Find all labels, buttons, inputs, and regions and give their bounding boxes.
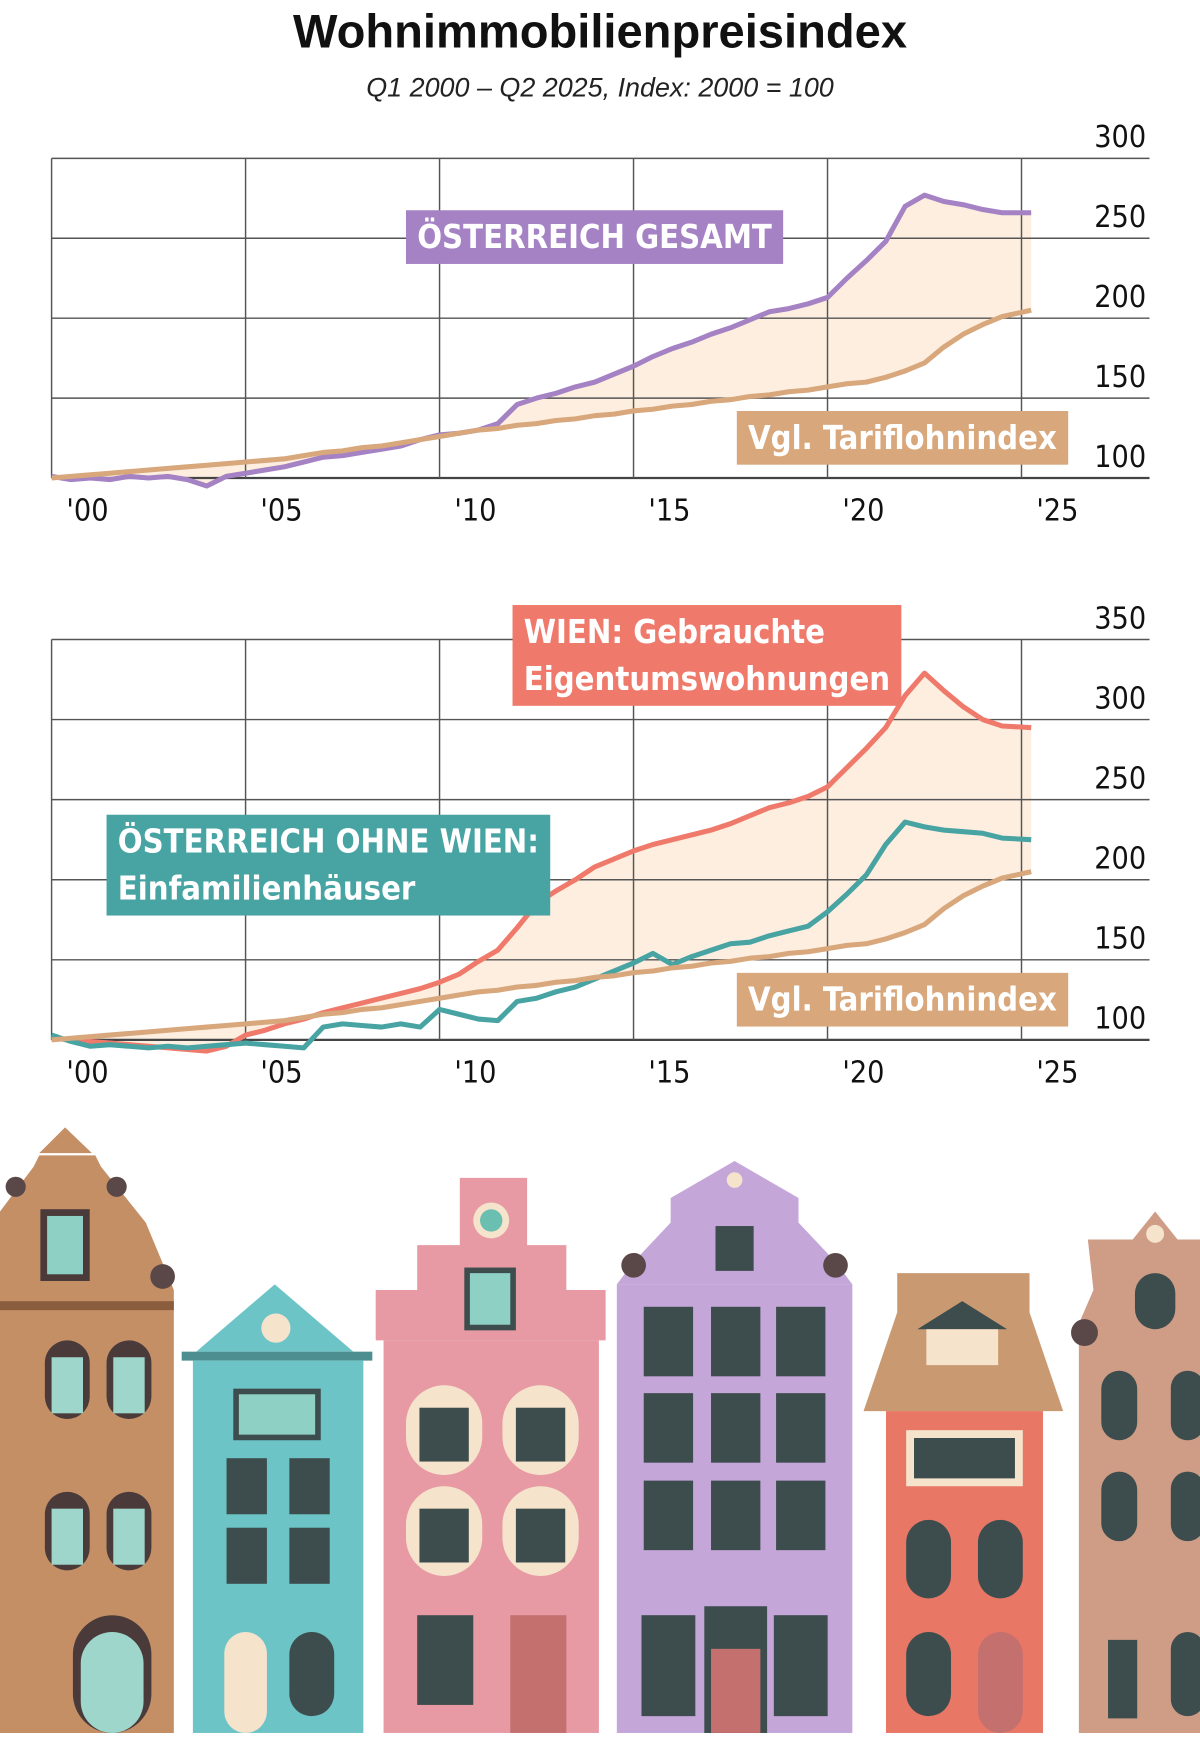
series-line — [51, 869, 1032, 1043]
subtitle: Q1 2000 – Q2 2025, Index: 2000 = 100 — [366, 73, 834, 103]
x-tick-label: '20 — [842, 1055, 884, 1090]
x-tick-label: '15 — [648, 1055, 690, 1090]
series-line — [51, 192, 1032, 489]
y-tick-label: 100 — [1094, 1002, 1146, 1037]
chart: 100 150 200 250 300 350 '00 '05 '10 '15 '20 '25 WIEN… — [50, 601, 1150, 1090]
legend-box — [405, 210, 784, 264]
y-tick-label: 150 — [1094, 922, 1146, 957]
y-tick-label: 150 — [1094, 360, 1146, 395]
shading — [51, 673, 1032, 1052]
legend-box — [512, 605, 902, 706]
y-tick-label: 300 — [1094, 681, 1146, 716]
legend-box — [106, 814, 551, 916]
y-tick-label: 300 — [1094, 120, 1146, 155]
x-tick-label: '25 — [1036, 1055, 1078, 1090]
x-tick-label: '05 — [260, 1055, 302, 1090]
y-tick-label: 250 — [1094, 761, 1146, 796]
y-tick-label: 200 — [1094, 280, 1146, 315]
series-line — [51, 307, 1032, 481]
x-tick-label: '10 — [454, 494, 496, 529]
shading — [51, 195, 1032, 486]
x-tick-label: '00 — [66, 1055, 108, 1090]
y-tick-label: 100 — [1094, 440, 1146, 475]
x-tick-label: '05 — [260, 494, 302, 529]
legend-box — [736, 410, 1069, 465]
y-tick-label: 350 — [1094, 601, 1146, 636]
x-tick-label: '20 — [842, 494, 884, 529]
x-tick-label: '25 — [1036, 494, 1078, 529]
legend-label: ÖSTERREICH GESAMT — [417, 218, 772, 256]
y-tick-label: 200 — [1094, 842, 1146, 877]
y-tick-label: 250 — [1094, 200, 1146, 235]
series-line — [50, 819, 1032, 1051]
legend-box — [736, 972, 1069, 1027]
legend-label: WIEN: Gebrauchte Eigentumswohnungen — [524, 613, 890, 698]
x-tick-label: '00 — [66, 494, 108, 529]
houses-illustration — [0, 1127, 1200, 1733]
legend-label: ÖSTERREICH OHNE WIEN: Einfamilienhäuser — [118, 823, 539, 908]
x-tick-label: '10 — [454, 1055, 496, 1090]
legend-label: Vgl. Tariflohnindex — [748, 981, 1057, 1019]
x-tick-label: '15 — [648, 494, 690, 529]
title: Wohnimmobilienpreisindex — [293, 4, 907, 57]
legend-label: Vgl. Tariflohnindex — [748, 419, 1057, 457]
chart: 100 150 200 250 300 '00 '05 '10 '15 '20 '25 ÖSTERRE… — [50, 120, 1150, 529]
